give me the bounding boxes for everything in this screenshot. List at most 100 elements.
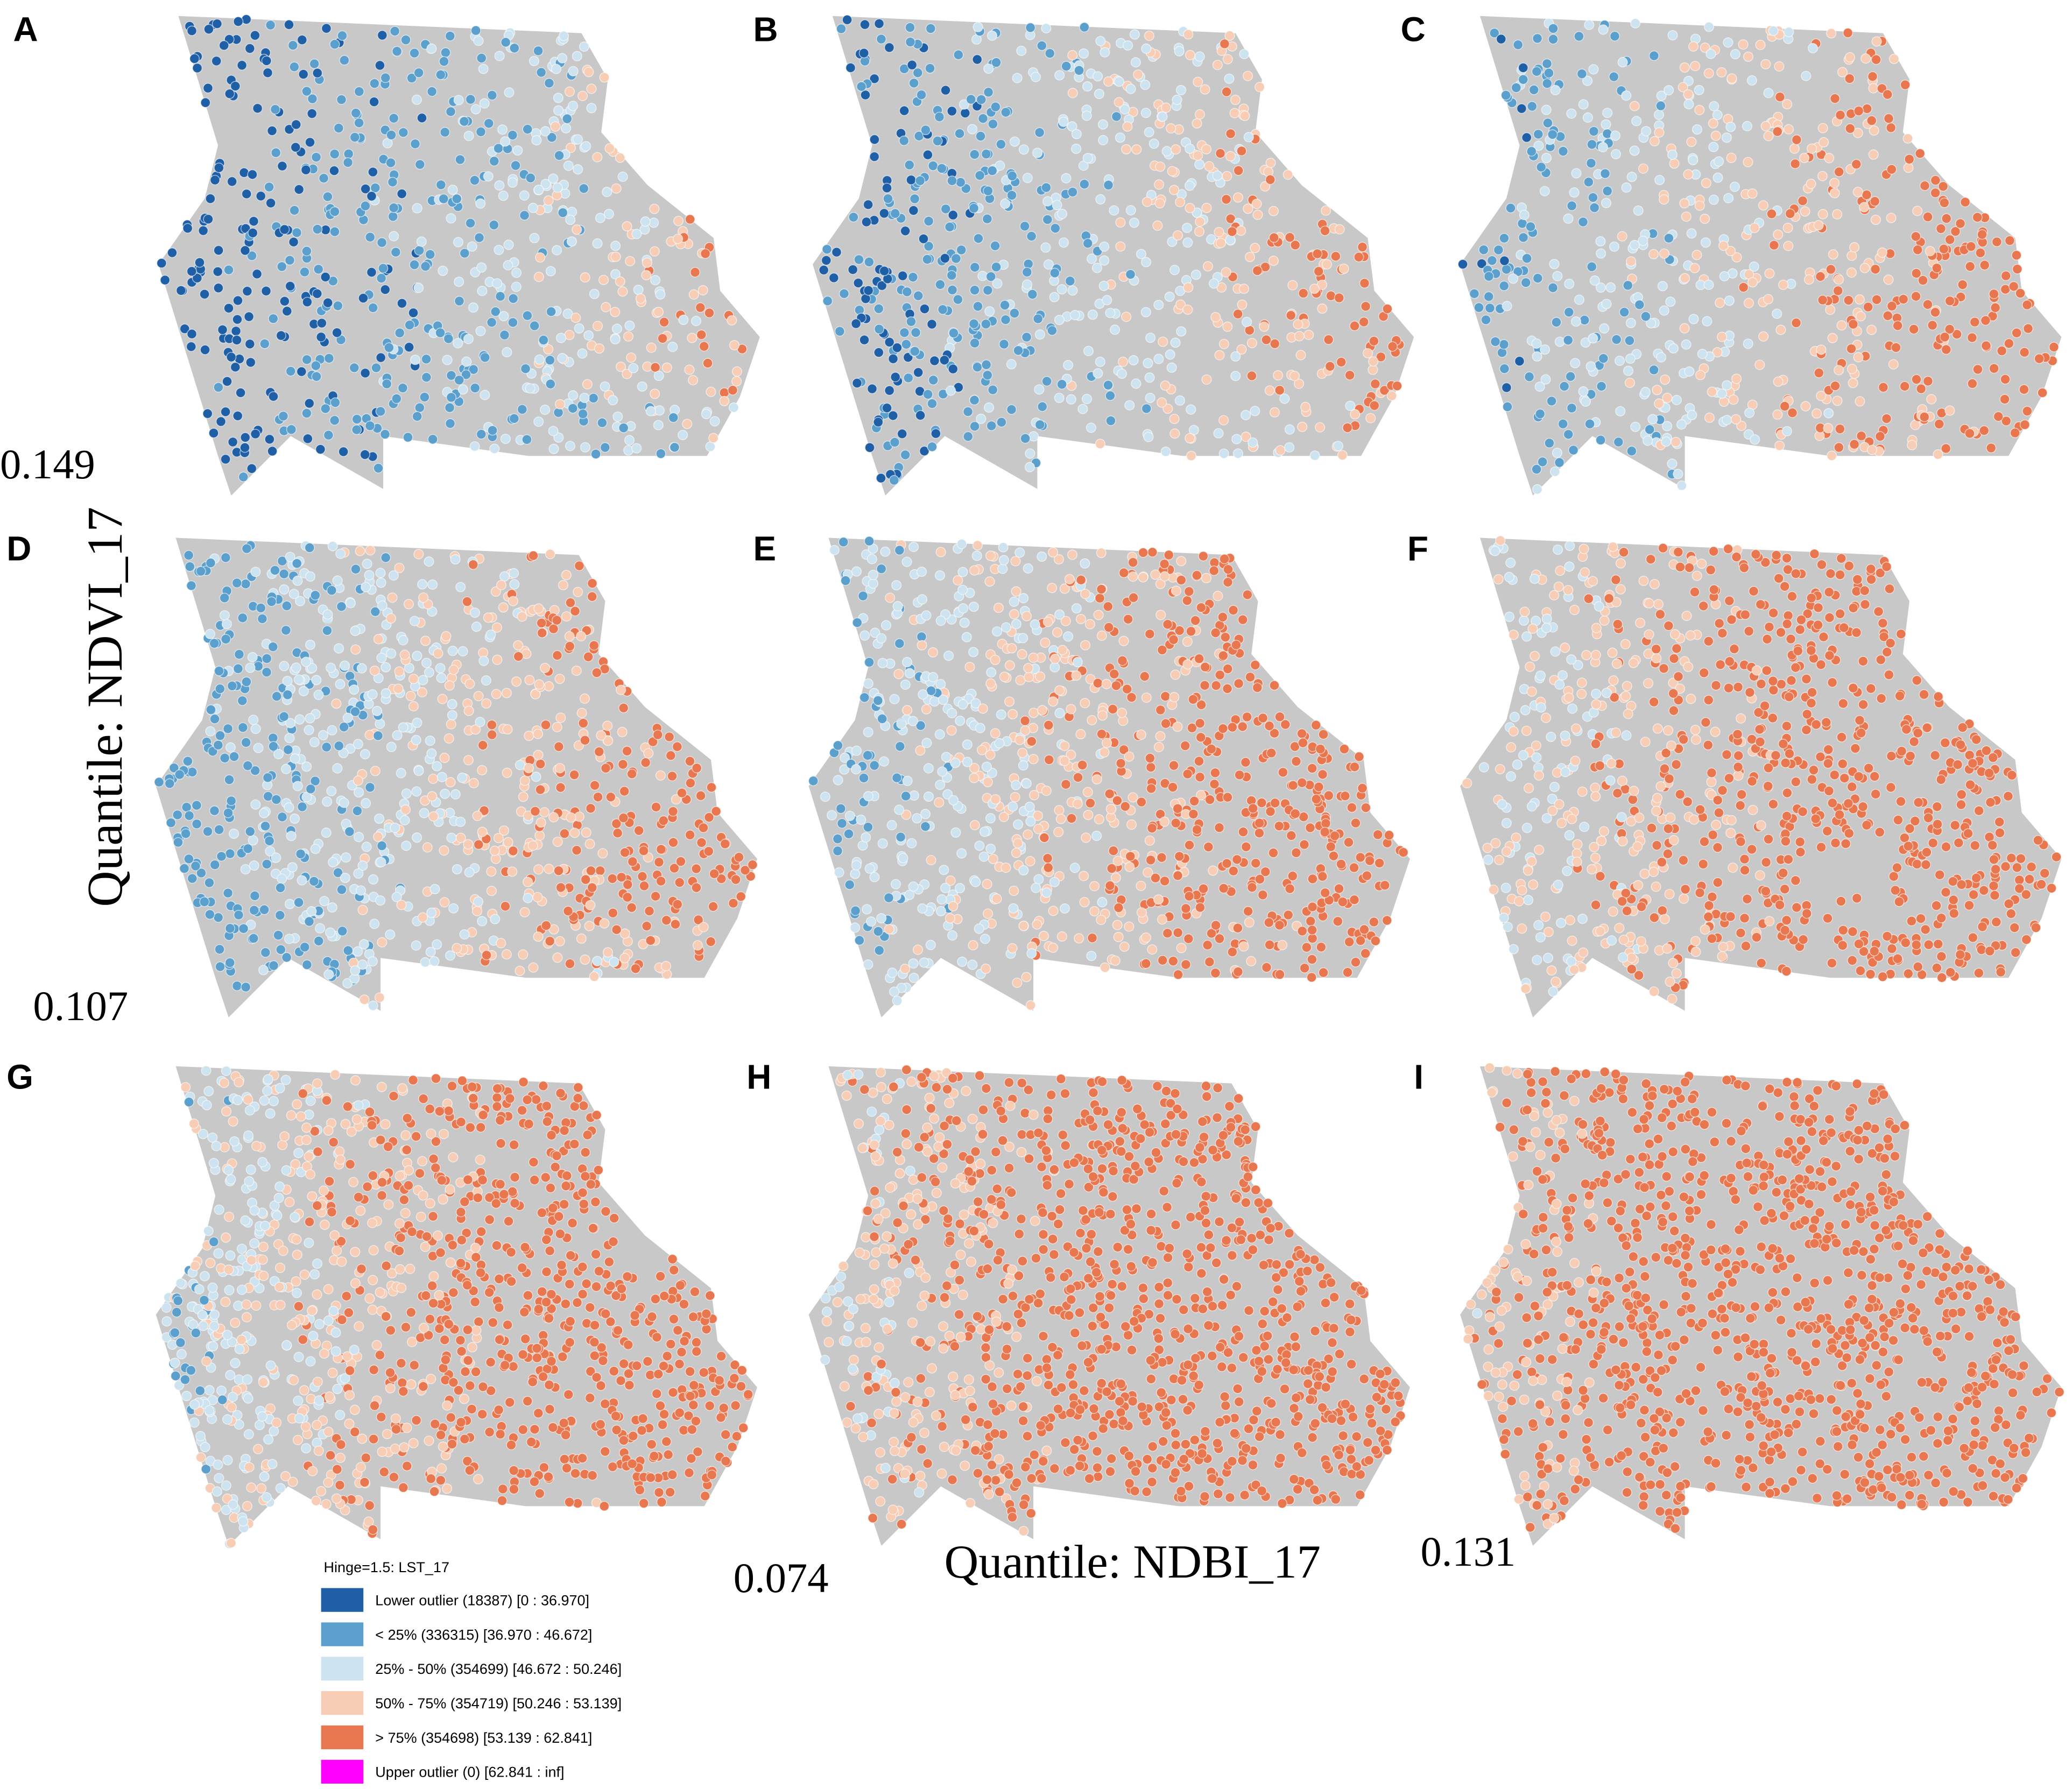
map-dot [1799, 153, 1810, 164]
map-dot [492, 278, 503, 289]
map-dot [1823, 408, 1834, 419]
map-dot [998, 555, 1009, 565]
map-dot [1030, 619, 1040, 630]
map-dot [1623, 280, 1633, 291]
map-dot [444, 402, 455, 413]
map-dot [1656, 352, 1667, 363]
map-dot [292, 575, 303, 586]
map-dot [1877, 618, 1888, 628]
map-dot [876, 563, 887, 574]
map-dot [1651, 653, 1662, 664]
map-dot [1893, 815, 1904, 825]
map-dot [1682, 796, 1693, 807]
map-dot [1059, 740, 1070, 751]
map-dot [475, 126, 487, 137]
map-dot [555, 882, 566, 893]
map-dot [1082, 81, 1093, 92]
map-dot [1859, 599, 1871, 610]
map-dot [182, 756, 193, 767]
map-panel [813, 15, 1414, 496]
map-dot [1103, 380, 1113, 391]
map-dot [343, 149, 354, 159]
map-dot [325, 662, 336, 673]
map-dot [510, 160, 521, 171]
map-dot [231, 335, 242, 345]
map-dot [1282, 169, 1293, 180]
map-dot [1912, 675, 1922, 686]
map-dot [279, 711, 290, 722]
map-dot [1868, 83, 1879, 94]
map-dot [641, 270, 652, 281]
map-dot [262, 653, 272, 664]
map-dot [587, 882, 597, 893]
map-dot [1793, 646, 1803, 656]
map-dot [286, 831, 297, 842]
map-dot [709, 868, 720, 879]
map-dot [304, 398, 315, 409]
map-dot [1369, 916, 1379, 928]
map-dot [1059, 755, 1070, 766]
map-dot [920, 125, 931, 136]
map-dot [1136, 729, 1147, 740]
map-dot [342, 978, 353, 989]
map-dot [1018, 633, 1028, 644]
map-dot [1222, 577, 1234, 588]
map-dot [977, 703, 988, 714]
map-dot [377, 600, 387, 611]
map-dot [561, 611, 572, 622]
map-dot [1342, 422, 1353, 433]
map-dot [502, 724, 513, 735]
map-dot [1868, 149, 1879, 160]
map-dot [1768, 607, 1779, 618]
map-dot [1930, 750, 1941, 761]
map-dot [1270, 797, 1280, 808]
map-dot [559, 828, 570, 839]
map-dot [1032, 919, 1042, 930]
map-dot [1234, 769, 1245, 780]
map-dot [453, 95, 464, 105]
map-dot [353, 775, 363, 786]
map-dot [617, 726, 628, 738]
map-dot [1221, 87, 1232, 97]
map-dot [623, 331, 634, 342]
map-dot [297, 34, 307, 45]
map-dot [342, 712, 353, 723]
map-dot [859, 692, 870, 703]
map-dot [1596, 381, 1607, 392]
map-dot [1096, 547, 1107, 558]
map-dot [1225, 151, 1236, 161]
map-dot [1176, 943, 1187, 953]
map-dot [411, 940, 421, 951]
map-dot [985, 271, 996, 282]
map-dot [1706, 776, 1717, 787]
map-dot [413, 549, 424, 560]
map-dot [913, 367, 924, 378]
map-dot [1071, 670, 1082, 681]
map-dot [1222, 663, 1233, 674]
map-dot [573, 164, 583, 175]
map-dot [284, 19, 294, 30]
map-dot [1883, 274, 1894, 285]
map-dot [498, 190, 509, 201]
map-dot [720, 838, 730, 850]
map-dot [1054, 392, 1065, 404]
map-dot [1113, 931, 1124, 943]
map-dot [1852, 128, 1863, 138]
map-dot [1499, 280, 1510, 291]
map-dot [503, 239, 514, 250]
map-dot [1200, 662, 1210, 673]
map-dot [1932, 801, 1942, 812]
map-dot [1652, 723, 1663, 734]
map-dot [397, 383, 408, 393]
map-dot [997, 563, 1008, 574]
map-dot [313, 264, 324, 274]
map-dot [1760, 121, 1771, 132]
map-dot [2048, 342, 2059, 352]
map-dot [1034, 127, 1045, 138]
map-dot [1591, 688, 1602, 699]
map-dot [1210, 967, 1221, 978]
map-dot [1474, 302, 1484, 313]
map-dot [695, 790, 706, 801]
map-dot [1683, 99, 1694, 110]
map-dot [205, 193, 216, 204]
